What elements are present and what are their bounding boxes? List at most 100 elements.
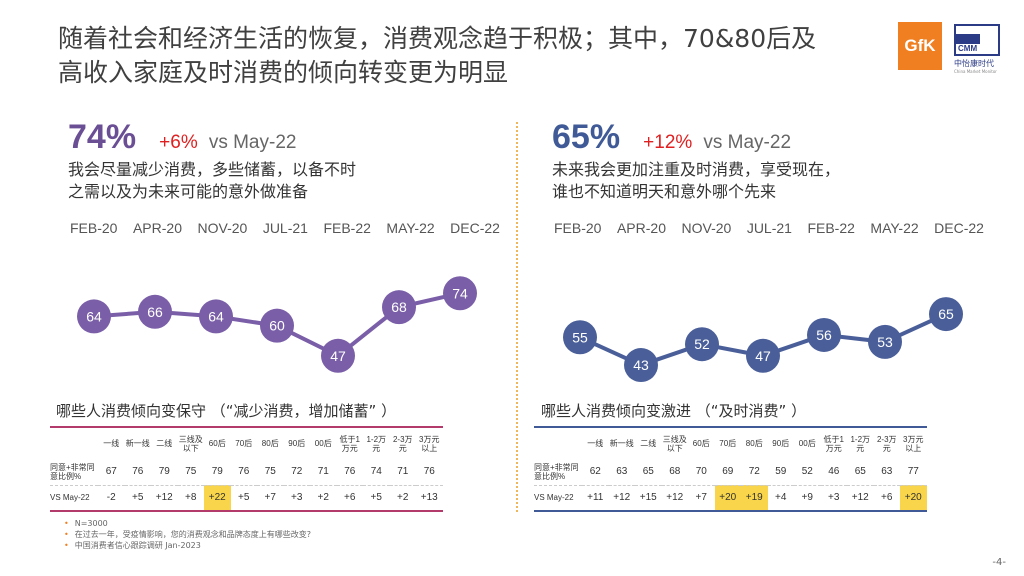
table-cell: +6: [873, 484, 900, 511]
column-header: 新一线: [609, 439, 634, 448]
table-cell: 71: [317, 466, 329, 478]
data-label: 56: [816, 327, 832, 343]
table-row: 同意+非常同意比例% 62 63 65 68 70 69 72 59 52 46 65 63 77: [534, 459, 927, 485]
column-header: 3万元以上: [903, 434, 924, 453]
date-label: JUL-21: [746, 220, 792, 236]
data-point: [868, 324, 902, 359]
data-label: 47: [755, 348, 771, 364]
data-point: [260, 308, 294, 343]
data-point: [77, 299, 111, 334]
date-label: APR-20: [616, 220, 666, 236]
table-cell: 67: [105, 466, 117, 478]
date-label: DEC-22: [934, 220, 984, 236]
table-cell: 75: [264, 466, 276, 478]
cmm-logo: CMM 中怡康时代 China Market Monitor: [954, 24, 1004, 74]
table-cell: 79: [158, 466, 170, 478]
column-header: 00后: [798, 439, 816, 448]
column-header: 一线: [103, 439, 120, 448]
date-label: MAY-22: [386, 220, 435, 236]
data-point: [685, 327, 719, 362]
data-point: [199, 299, 233, 334]
column-header: 70后: [235, 439, 253, 448]
table-row: 同意+非常同意比例% 67 76 79 75 79 76 75 72 71 76 74 71 76: [50, 459, 443, 485]
table-cell: +8: [177, 484, 204, 511]
right-line-chart: 55 43 52 47 56 53 65: [563, 297, 963, 383]
left-vs-label: vs May-22: [208, 132, 297, 153]
table-cell: 74: [370, 466, 382, 478]
right-table-title: 哪些人消费倾向变激进 （“及时消费” ）: [541, 402, 807, 420]
table-cell: 62: [589, 466, 601, 478]
date-label: APR-20: [132, 220, 182, 236]
date-label: MAY-22: [870, 220, 919, 236]
column-header: 二线: [156, 439, 173, 448]
right-change: +12%: [643, 132, 693, 153]
table-cell: +20: [900, 484, 927, 511]
column-header: 1-2万元: [850, 434, 871, 453]
data-label: 64: [86, 308, 102, 324]
data-label: 47: [330, 348, 346, 364]
row-label: VS May-22: [534, 484, 582, 511]
page-title: 随着社会和经济生活的恢复，消费观念趋于积极；其中，70&80后及 高收入家庭及时…: [58, 24, 817, 87]
data-label: 64: [208, 308, 224, 324]
gfk-logo: GfK: [898, 22, 942, 70]
table-cell: +11: [582, 484, 609, 511]
table-cell: +3: [820, 484, 847, 511]
table-cell: 69: [722, 466, 734, 478]
column-header: 80后: [261, 439, 279, 448]
table-cell: +5: [363, 484, 390, 511]
data-point: [929, 297, 963, 332]
data-label: 65: [938, 306, 954, 322]
column-header: 60后: [208, 439, 226, 448]
table-cell: 63: [881, 466, 893, 478]
column-header: 低于1万元: [339, 434, 360, 453]
date-label: FEB-22: [807, 220, 855, 236]
date-label: NOV-20: [681, 220, 732, 236]
data-label: 74: [452, 285, 468, 301]
data-label: 66: [147, 304, 163, 320]
data-point: [382, 290, 416, 325]
data-label: 52: [694, 336, 710, 352]
column-header: 70后: [719, 439, 737, 448]
table-cell: 70: [695, 466, 707, 478]
table-cell: 77: [907, 466, 919, 478]
panel-divider: [516, 122, 518, 512]
column-header: 2-3万元: [876, 434, 897, 453]
table-cell: 59: [775, 466, 787, 478]
data-label: 68: [391, 299, 407, 315]
table-cell: +12: [661, 484, 688, 511]
table-cell: 76: [423, 466, 435, 478]
left-date-axis: FEB-20 APR-20 NOV-20 JUL-21 FEB-22 MAY-22 DEC-…: [70, 220, 500, 236]
left-description: 我会尽量减少消费，多些储蓄，以备不时 之需以及为未来可能的意外做准备: [68, 160, 357, 201]
column-header: 1-2万元: [366, 434, 387, 453]
column-header: 三线及以下: [178, 434, 203, 453]
table-cell: +3: [283, 484, 310, 511]
column-header: 00后: [314, 439, 332, 448]
data-point: [321, 338, 355, 373]
table-cell: +19: [741, 484, 768, 511]
date-label: FEB-20: [554, 220, 602, 236]
table-cell: +5: [230, 484, 257, 511]
table-cell: +5: [124, 484, 151, 511]
footnotes: N=3000 在过去一年，受疫情影响，您的消费观念和品牌态度上有哪些改变? 中国…: [64, 518, 311, 551]
column-header: 90后: [772, 439, 790, 448]
column-header: 60后: [692, 439, 710, 448]
table-cell: 72: [291, 466, 303, 478]
table-cell: 76: [132, 466, 144, 478]
table-row: VS May-22 -2 +5 +12 +8 +22 +5 +7 +3 +2 +6 +5 +2 +13: [50, 484, 443, 511]
data-point: [138, 294, 172, 329]
date-label: NOV-20: [197, 220, 248, 236]
table-cell: 79: [211, 466, 223, 478]
table-cell: 65: [642, 466, 654, 478]
column-header: 二线: [640, 439, 657, 448]
table-cell: +20: [714, 484, 741, 511]
data-point: [746, 338, 780, 373]
table-row: VS May-22 +11 +12 +15 +12 +7 +20 +19 +4 +9 +3 +12 +6…: [534, 484, 927, 511]
table-cell: +12: [608, 484, 635, 511]
right-percent: 65%: [552, 118, 621, 156]
table-cell: +2: [310, 484, 337, 511]
right-date-axis: FEB-20 APR-20 NOV-20 JUL-21 FEB-22 MAY-22 DEC-…: [554, 220, 984, 236]
data-point: [624, 348, 658, 383]
data-label: 55: [572, 329, 588, 345]
table-cell: 76: [344, 466, 356, 478]
data-label: 60: [269, 318, 285, 334]
